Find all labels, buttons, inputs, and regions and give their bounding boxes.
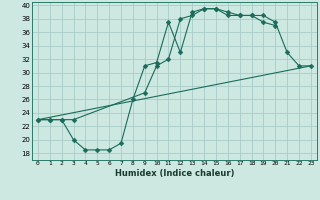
X-axis label: Humidex (Indice chaleur): Humidex (Indice chaleur) bbox=[115, 169, 234, 178]
